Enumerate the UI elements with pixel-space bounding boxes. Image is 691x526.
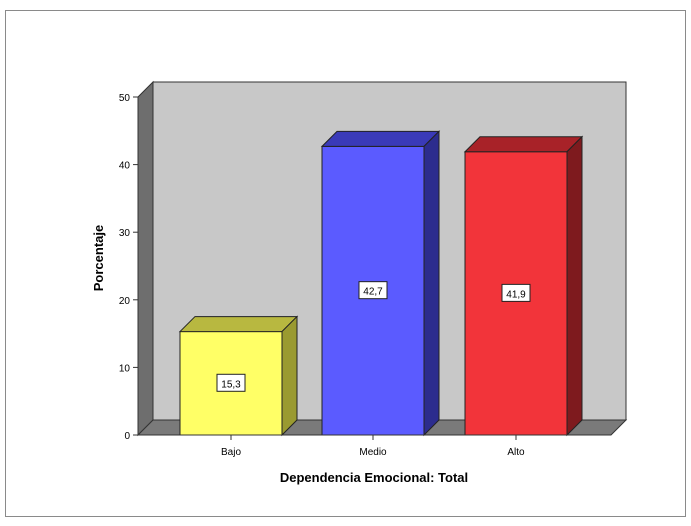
bar-top [178,316,299,333]
data-label-box [501,283,531,302]
bar-bajo: 15,3 [178,315,299,437]
y-tick-label: 10 [119,363,131,374]
data-label: 41,9 [506,289,526,300]
data-label-box [358,281,388,300]
y-tick-label: 30 [119,228,131,239]
y-axis-title: Porcentaje [91,225,106,291]
x-tick-label: Alto [507,447,525,458]
side-wall [137,80,154,437]
x-tick-label: Bajo [221,447,241,458]
bar-side [423,130,440,437]
bar-top [463,136,584,153]
bars-group: 15,3 42,7 41,9 [178,130,584,437]
x-axis: Bajo Medio Alto [138,434,611,458]
data-label: 42,7 [363,287,383,298]
bar-alto: 41,9 [463,135,584,437]
bar-side [281,315,298,437]
bar-top [320,130,441,147]
y-axis: 0 10 20 30 40 50 [119,93,139,442]
x-tick-label: Medio [359,447,387,458]
data-label: 15,3 [221,379,241,390]
data-label-box [216,373,246,392]
bar-medio: 42,7 [320,130,441,437]
x-axis-title: Dependencia Emocional: Total [280,470,468,485]
y-tick-label: 40 [119,161,131,172]
y-tick-label: 50 [119,93,131,104]
bar-side [566,135,583,437]
y-tick-label: 20 [119,296,131,307]
y-tick-label: 0 [124,431,130,442]
bar-front [464,151,568,436]
